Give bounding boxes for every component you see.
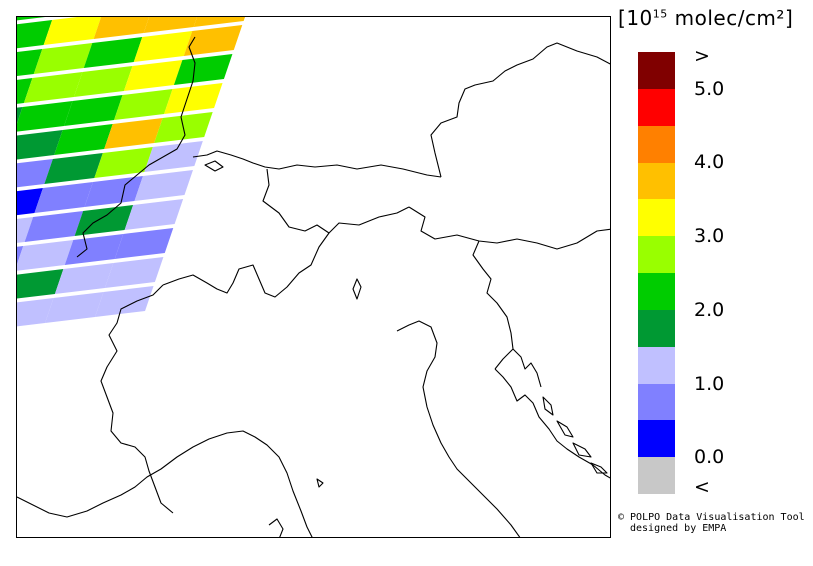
country-borders xyxy=(17,36,610,537)
swath-pixel xyxy=(144,141,203,172)
swath-pixel xyxy=(143,17,198,33)
legend-bottom-symbol: < xyxy=(694,476,710,498)
island-corsica xyxy=(268,518,284,537)
border-austria-italy xyxy=(408,206,610,250)
swath-pixel xyxy=(95,286,154,317)
swath-pixel xyxy=(164,83,223,114)
border-italy-slovenia xyxy=(472,240,514,370)
legend-swatch xyxy=(638,88,675,127)
swath-pixels xyxy=(17,17,245,327)
coast-croatia xyxy=(494,368,610,479)
legend-swatch xyxy=(638,457,675,495)
swath-pixel xyxy=(34,182,93,213)
swath-pixel xyxy=(74,205,134,236)
swath-pixel xyxy=(17,159,53,188)
swath-pixel xyxy=(93,17,150,39)
coast-istria xyxy=(512,348,542,388)
legend-tick-label: 0.0 xyxy=(694,446,725,468)
swath-pixel xyxy=(183,25,243,56)
legend-bracket-open: [ xyxy=(618,6,627,30)
legend-swatch xyxy=(638,273,675,311)
swath-pixel xyxy=(114,228,174,259)
legend-unit-prefix: 10 xyxy=(626,6,653,30)
swath-pixel xyxy=(94,147,153,178)
swath-pixel xyxy=(17,20,53,49)
swath-pixel xyxy=(84,176,143,207)
swath-pixel xyxy=(173,54,233,85)
island-2 xyxy=(556,420,574,438)
credit-line-2: designed by EMPA xyxy=(630,523,727,534)
border-germany-austria xyxy=(430,42,610,178)
coast-liguria xyxy=(17,430,313,537)
credit-line-1: © POLPO Data Visualisation Tool xyxy=(618,512,805,523)
island-4 xyxy=(590,462,608,474)
swath-pixel xyxy=(17,107,23,124)
credit-text: © POLPO Data Visualisation Tool designed… xyxy=(618,512,805,534)
map-canvas[interactable] xyxy=(17,17,611,538)
legend-top-symbol: > xyxy=(694,45,710,67)
swath-pixel xyxy=(124,199,184,230)
island-elba xyxy=(316,478,324,488)
legend-tick-label: 1.0 xyxy=(694,373,725,395)
legend-unit-exponent: 15 xyxy=(652,7,668,21)
swath-pixel xyxy=(114,89,173,120)
island-1 xyxy=(542,396,554,416)
color-scale-bar xyxy=(638,52,675,495)
swath-pixel xyxy=(17,49,43,77)
swath-pixel xyxy=(64,234,124,265)
swath-pixel xyxy=(83,37,143,68)
swath-pixel xyxy=(54,124,113,155)
swath-pixel xyxy=(24,211,84,242)
swath-pixel xyxy=(44,153,103,184)
swath-pixel xyxy=(73,66,133,97)
swath-pixel xyxy=(17,298,54,327)
legend-swatch xyxy=(638,383,675,421)
legend-swatch xyxy=(638,346,675,384)
swath-pixel xyxy=(33,43,93,74)
swath-pixel xyxy=(104,118,163,149)
legend-tick-label: 4.0 xyxy=(694,151,725,173)
swath-pixel xyxy=(17,188,43,216)
legend-swatch xyxy=(638,52,675,90)
legend-tick-label: 5.0 xyxy=(694,78,725,100)
map-panel[interactable] xyxy=(16,16,611,538)
swath-pixel xyxy=(54,263,114,294)
swath-pixel xyxy=(45,292,104,323)
legend-swatch xyxy=(638,309,675,348)
lake-geneva xyxy=(204,160,224,172)
legend-swatch xyxy=(638,162,675,200)
swath-pixel xyxy=(17,217,34,243)
swath-pixel xyxy=(123,60,183,91)
legend-swatch xyxy=(638,199,675,237)
legend-swatch xyxy=(638,125,675,163)
border-switzerland-italy xyxy=(162,232,330,298)
swath-pixel xyxy=(104,257,164,288)
swath-pixel xyxy=(134,170,193,201)
legend-swatch xyxy=(638,420,675,458)
legend-tick-label: 2.0 xyxy=(694,299,725,321)
border-switzerland-germany xyxy=(192,150,442,178)
swath-pixel xyxy=(17,269,64,299)
swath-pixel xyxy=(17,101,73,132)
swath-pixel xyxy=(23,72,83,103)
legend-tick-label: 3.0 xyxy=(694,225,725,247)
coast-adriatic xyxy=(396,320,521,537)
border-france-italy xyxy=(100,284,174,514)
legend-unit-suffix: molec/cm² xyxy=(667,6,785,30)
legend-swatch xyxy=(638,236,675,274)
border-switzerland-austria xyxy=(262,168,410,234)
lake-garda xyxy=(352,278,362,300)
legend-bracket-close: ] xyxy=(784,6,794,30)
swath-pixel xyxy=(193,17,245,27)
border-france-switzerland xyxy=(76,36,196,258)
island-3 xyxy=(572,442,592,458)
swath-pixel xyxy=(17,240,74,271)
swath-pixel xyxy=(133,31,193,62)
swath-pixel xyxy=(43,17,102,45)
legend-title: [1015 molec/cm²] xyxy=(618,6,793,30)
swath-pixel xyxy=(17,130,63,160)
swath-pixel xyxy=(64,95,123,126)
swath-pixel xyxy=(17,78,33,104)
